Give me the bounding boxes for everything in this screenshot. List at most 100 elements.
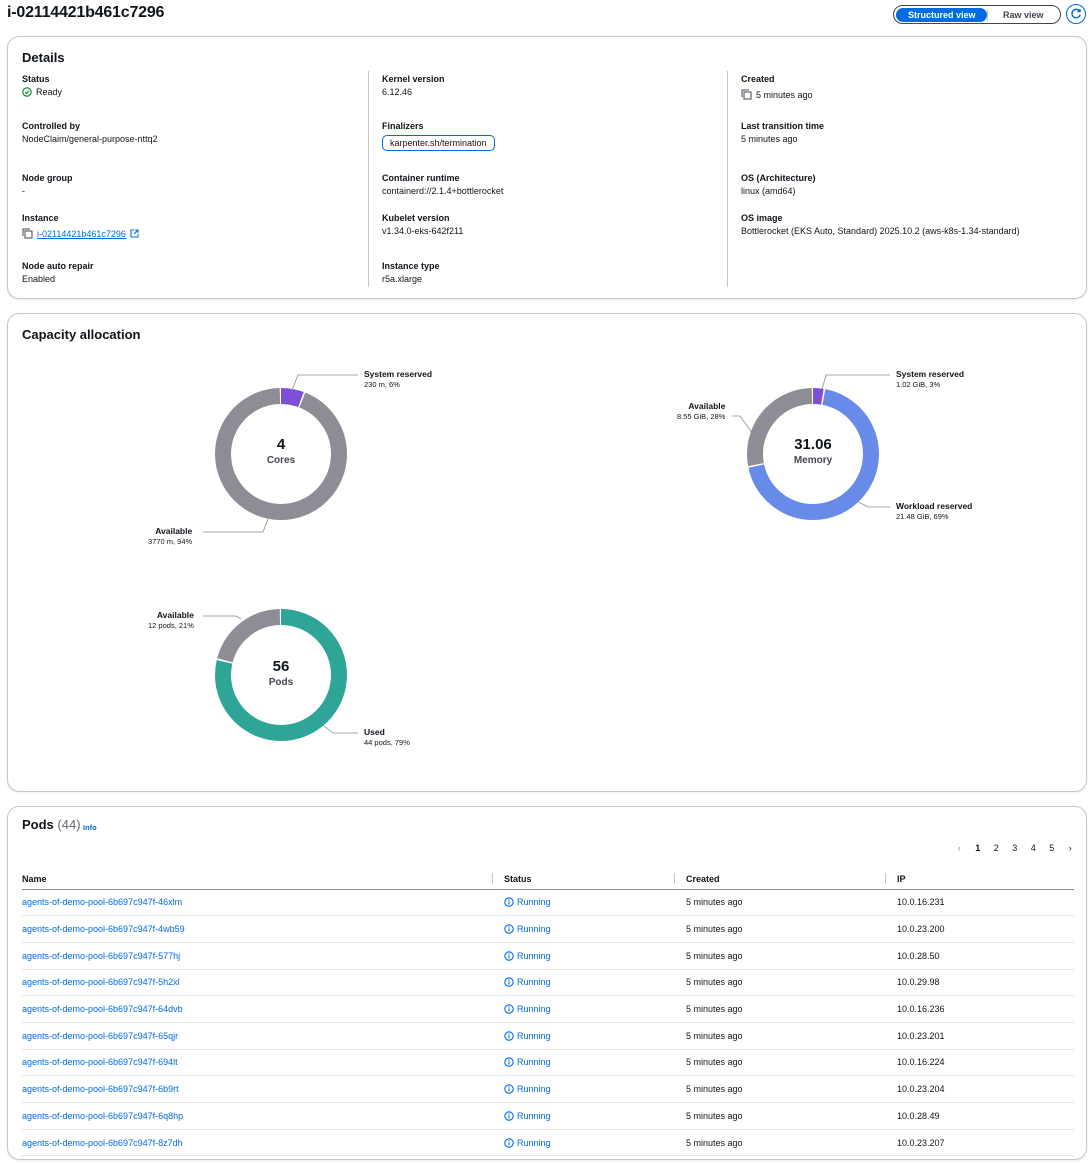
page-4[interactable]: 4 — [1030, 843, 1036, 853]
info-circle-icon — [504, 977, 514, 988]
col-status[interactable]: Status — [492, 869, 686, 890]
pod-status-text: Running — [517, 1057, 551, 1068]
info-circle-icon — [504, 897, 514, 908]
pod-name-link[interactable]: agents-of-demo-pool-6b697c947f-8z7dh — [22, 1129, 504, 1157]
table-row[interactable]: agents-of-demo-pool-6b697c947f-6q8hp Runn… — [22, 1102, 1074, 1130]
controlled-by-field: Controlled by NodeClaim/general-purpose-… — [22, 121, 158, 144]
info-circle-icon — [504, 1031, 514, 1041]
page-3[interactable]: 3 — [1012, 843, 1018, 853]
container-runtime-value: containerd://2.1.4+bottlerocket — [382, 186, 504, 196]
cpu-slice-system-reserved[interactable] — [215, 388, 347, 520]
kernel-field: Kernel version 6.12.46 — [382, 74, 445, 97]
table-row[interactable]: agents-of-demo-pool-6b697c947f-5h2xl Runn… — [22, 969, 1074, 997]
col-created[interactable]: Created — [674, 869, 897, 890]
table-header-row: Name Status Created IP — [22, 869, 1074, 890]
col-name[interactable]: Name — [22, 869, 504, 890]
instance-field: Instance i-02114421b461c7296 — [22, 213, 139, 239]
column-divider — [368, 71, 369, 287]
memory-system-reserved-label: System reserved 1.02 GiB, 3% — [896, 369, 965, 389]
pod-ip: 10.0.16.231 — [897, 889, 1074, 917]
node-group-label: Node group — [22, 173, 73, 183]
instance-type-label: Instance type — [382, 261, 440, 271]
page-5[interactable]: 5 — [1049, 843, 1055, 853]
col-ip[interactable]: IP — [885, 869, 1074, 890]
pod-status: Running — [504, 969, 686, 997]
table-row[interactable]: agents-of-demo-pool-6b697c947f-46xlm Runn… — [22, 889, 1074, 917]
prev-page-icon[interactable]: ‹ — [957, 843, 961, 853]
cpu-slice-available[interactable] — [215, 388, 347, 520]
pod-status-text: Running — [517, 1110, 551, 1121]
pod-status-text: Running — [517, 897, 551, 908]
table-row[interactable]: agents-of-demo-pool-6b697c947f-65qjr Runn… — [22, 1022, 1074, 1050]
status-value: Ready — [36, 87, 63, 97]
last-transition-value: 5 minutes ago — [741, 134, 798, 144]
pod-created: 5 minutes ago — [686, 1102, 897, 1130]
pod-name-link[interactable]: agents-of-demo-pool-6b697c947f-577hj — [22, 942, 504, 970]
status-label: Status — [22, 74, 50, 84]
os-arch-field: OS (Architecture) linux (amd64) — [741, 173, 816, 196]
external-link-icon[interactable] — [130, 229, 139, 238]
table-row[interactable]: agents-of-demo-pool-6b697c947f-6b9rt Runn… — [22, 1075, 1074, 1103]
auto-repair-field: Node auto repair Enabled — [22, 261, 94, 284]
refresh-button[interactable] — [1066, 4, 1086, 24]
pods-title: Pods (44) — [22, 817, 81, 832]
pod-name-link[interactable]: agents-of-demo-pool-6b697c947f-6b9rt — [22, 1075, 504, 1103]
kernel-value: 6.12.46 — [382, 87, 413, 97]
details-title: Details — [22, 50, 65, 65]
cpu-unit: Cores — [266, 455, 296, 466]
memory-slice-system-reserved[interactable] — [747, 388, 879, 520]
node-group-value: - — [22, 186, 25, 196]
info-circle-icon — [504, 950, 514, 961]
pod-status-text: Running — [517, 950, 551, 961]
pod-status: Running — [504, 915, 686, 943]
pod-created: 5 minutes ago — [686, 1129, 897, 1157]
copy-icon[interactable] — [22, 228, 33, 239]
structured-view-button[interactable]: Structured view — [896, 7, 988, 22]
os-arch-value: linux (amd64) — [741, 186, 796, 196]
finalizer-badge: karpenter.sh/termination — [382, 135, 495, 151]
pod-created: 5 minutes ago — [686, 889, 897, 917]
pod-ip: 10.0.23.200 — [897, 915, 1074, 943]
pod-created: 5 minutes ago — [686, 915, 897, 943]
pod-name-link[interactable]: agents-of-demo-pool-6b697c947f-5h2xl — [22, 969, 504, 997]
cpu-center: 4 Cores — [231, 436, 331, 466]
pod-created: 5 minutes ago — [686, 1022, 897, 1050]
pod-status: Running — [504, 1102, 686, 1130]
pod-created: 5 minutes ago — [686, 942, 897, 970]
pod-name-link[interactable]: agents-of-demo-pool-6b697c947f-64dvb — [22, 995, 504, 1023]
page-1[interactable]: 1 — [975, 843, 981, 853]
table-row[interactable]: agents-of-demo-pool-6b697c947f-577hj Runn… — [22, 942, 1074, 970]
os-arch-label: OS (Architecture) — [741, 173, 816, 183]
pods-slice-used[interactable] — [215, 609, 347, 741]
instance-type-value: r5a.xlarge — [382, 274, 423, 284]
pod-name-link[interactable]: agents-of-demo-pool-6b697c947f-46xlm — [22, 889, 504, 917]
refresh-icon — [1071, 8, 1081, 19]
pod-name-link[interactable]: agents-of-demo-pool-6b697c947f-65qjr — [22, 1022, 504, 1050]
table-row[interactable]: agents-of-demo-pool-6b697c947f-694lt Runn… — [22, 1049, 1074, 1077]
raw-view-button[interactable]: Raw view — [1002, 9, 1044, 20]
info-circle-icon — [504, 1137, 514, 1148]
info-link[interactable]: Info — [83, 823, 97, 832]
memory-slice-available[interactable] — [747, 388, 879, 520]
pod-name-link[interactable]: agents-of-demo-pool-6b697c947f-694lt — [22, 1049, 504, 1077]
table-row[interactable]: agents-of-demo-pool-6b697c947f-64dvb Runn… — [22, 995, 1074, 1023]
container-runtime-label: Container runtime — [382, 173, 460, 183]
table-row[interactable]: agents-of-demo-pool-6b697c947f-4wb59 Runn… — [22, 915, 1074, 943]
table-row[interactable]: agents-of-demo-pool-6b697c947f-8z7dh Runn… — [22, 1129, 1074, 1157]
created-field: Created 5 minutes ago — [741, 74, 813, 100]
pod-ip: 10.0.16.236 — [897, 995, 1074, 1023]
pod-name-link[interactable]: agents-of-demo-pool-6b697c947f-4wb59 — [22, 915, 504, 943]
created-value: 5 minutes ago — [756, 89, 813, 100]
check-circle-icon — [22, 87, 32, 97]
pod-status: Running — [504, 942, 686, 970]
memory-slice-workload-reserved[interactable] — [747, 388, 879, 520]
pod-name-link[interactable]: agents-of-demo-pool-6b697c947f-6q8hp — [22, 1102, 504, 1130]
pods-used-label: Used 44 pods, 79% — [364, 727, 410, 747]
page-2[interactable]: 2 — [993, 843, 999, 853]
column-divider — [885, 873, 886, 884]
controlled-by-link[interactable]: NodeClaim/general-purpose-nttq2 — [22, 134, 158, 144]
pod-status-text: Running — [517, 977, 551, 988]
instance-link[interactable]: i-02114421b461c7296 — [37, 228, 126, 239]
next-page-icon[interactable]: › — [1068, 843, 1072, 853]
copy-icon[interactable] — [741, 89, 752, 100]
